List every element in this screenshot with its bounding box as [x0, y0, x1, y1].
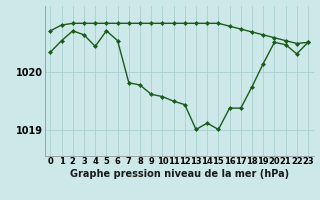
X-axis label: Graphe pression niveau de la mer (hPa): Graphe pression niveau de la mer (hPa): [70, 169, 289, 179]
